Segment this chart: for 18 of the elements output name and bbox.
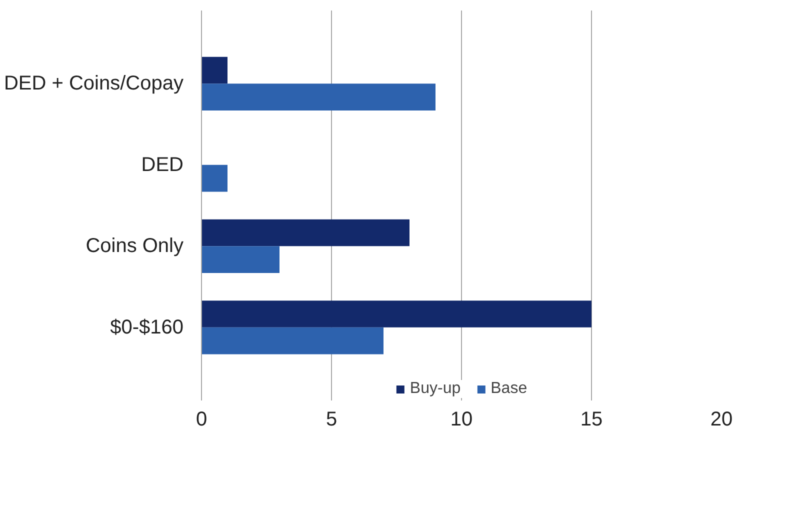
bar xyxy=(202,84,436,110)
x-tick-label: 10 xyxy=(450,408,473,430)
y-tick-label: DED + Coins/Copay xyxy=(4,72,184,95)
bar xyxy=(202,300,592,328)
x-tick-label: 5 xyxy=(326,408,338,430)
bar xyxy=(202,327,384,354)
bar xyxy=(202,219,410,246)
x-tick-label: 15 xyxy=(580,408,603,430)
bar xyxy=(202,164,228,192)
legend-label: Base xyxy=(490,380,528,398)
y-tick-label: Coins Only xyxy=(86,235,184,258)
bar xyxy=(202,246,280,273)
bar xyxy=(202,56,228,84)
x-tick-label: 0 xyxy=(196,408,208,430)
y-tick-label: $0-$160 xyxy=(110,316,184,338)
x-tick-label: 20 xyxy=(710,408,733,430)
y-tick-label: DED xyxy=(141,154,184,176)
legend-label: Buy-up xyxy=(410,380,461,398)
